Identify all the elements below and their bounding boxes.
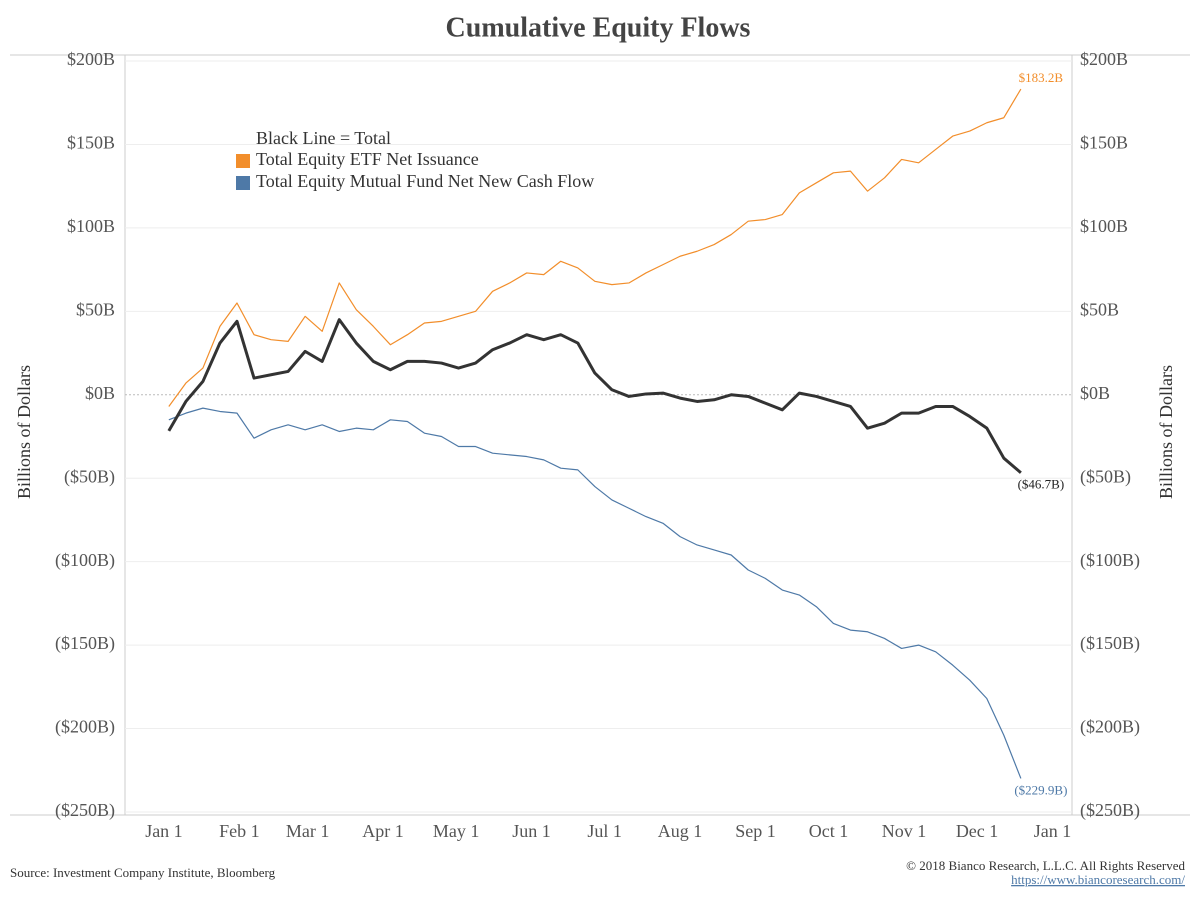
y2-tick-label: $0B — [1080, 383, 1110, 403]
x-tick-label: Jan 1 — [145, 821, 183, 841]
x-tick-label: Sep 1 — [735, 821, 776, 841]
y-tick-label: ($50B) — [64, 466, 115, 487]
y2-tick-label: $200B — [1080, 49, 1128, 69]
y2-tick-label: $150B — [1080, 133, 1128, 153]
y2-tick-label: ($50B) — [1080, 466, 1131, 487]
x-tick-label: Nov 1 — [882, 821, 927, 841]
x-tick-label: Feb 1 — [219, 821, 260, 841]
series-line — [168, 407, 1022, 779]
legend-swatch — [236, 154, 250, 168]
y-tick-label: ($150B) — [55, 633, 115, 654]
legend-label: Total Equity ETF Net Issuance — [256, 149, 479, 169]
y2-tick-label: ($100B) — [1080, 550, 1140, 571]
y-tick-label: ($200B) — [55, 717, 115, 738]
y2-tick-label: ($250B) — [1080, 800, 1140, 821]
y-tick-label: ($100B) — [55, 550, 115, 571]
x-tick-label: May 1 — [433, 821, 480, 841]
y-tick-label: $50B — [76, 299, 115, 319]
x-tick-label: Jan 1 — [1034, 821, 1072, 841]
legend-swatch — [236, 176, 250, 190]
url[interactable]: https://www.biancoresearch.com/ — [1011, 872, 1185, 887]
y-tick-label: $200B — [67, 49, 115, 69]
x-tick-label: Jul 1 — [587, 821, 622, 841]
end-label: ($46.7B) — [1018, 477, 1065, 492]
end-label: ($229.9B) — [1014, 782, 1067, 797]
source: Source: Investment Company Institute, Bl… — [10, 865, 276, 880]
legend-label: Total Equity Mutual Fund Net New Cash Fl… — [256, 171, 594, 191]
y-tick-label: $0B — [85, 383, 115, 403]
y-tick-label: ($250B) — [55, 800, 115, 821]
chart-title: Cumulative Equity Flows — [446, 12, 751, 43]
y2-tick-label: ($150B) — [1080, 633, 1140, 654]
y2-tick-label: ($200B) — [1080, 717, 1140, 738]
x-tick-label: Mar 1 — [286, 821, 330, 841]
copyright: © 2018 Bianco Research, L.L.C. All Right… — [906, 858, 1185, 873]
y2-tick-label: $50B — [1080, 299, 1119, 319]
series-line — [168, 88, 1022, 407]
x-tick-label: Aug 1 — [658, 821, 703, 841]
y2-tick-label: $100B — [1080, 216, 1128, 236]
y-tick-label: $100B — [67, 216, 115, 236]
x-tick-label: Jun 1 — [512, 821, 551, 841]
series-line — [167, 318, 1022, 474]
end-label: $183.2B — [1019, 70, 1064, 85]
y2-axis-label: Billions of Dollars — [1156, 365, 1176, 499]
x-tick-label: Apr 1 — [362, 821, 404, 841]
x-tick-label: Oct 1 — [809, 821, 849, 841]
legend-title: Black Line = Total — [256, 128, 391, 148]
x-tick-label: Dec 1 — [956, 821, 998, 841]
y-axis-label: Billions of Dollars — [14, 365, 34, 499]
y-tick-label: $150B — [67, 133, 115, 153]
